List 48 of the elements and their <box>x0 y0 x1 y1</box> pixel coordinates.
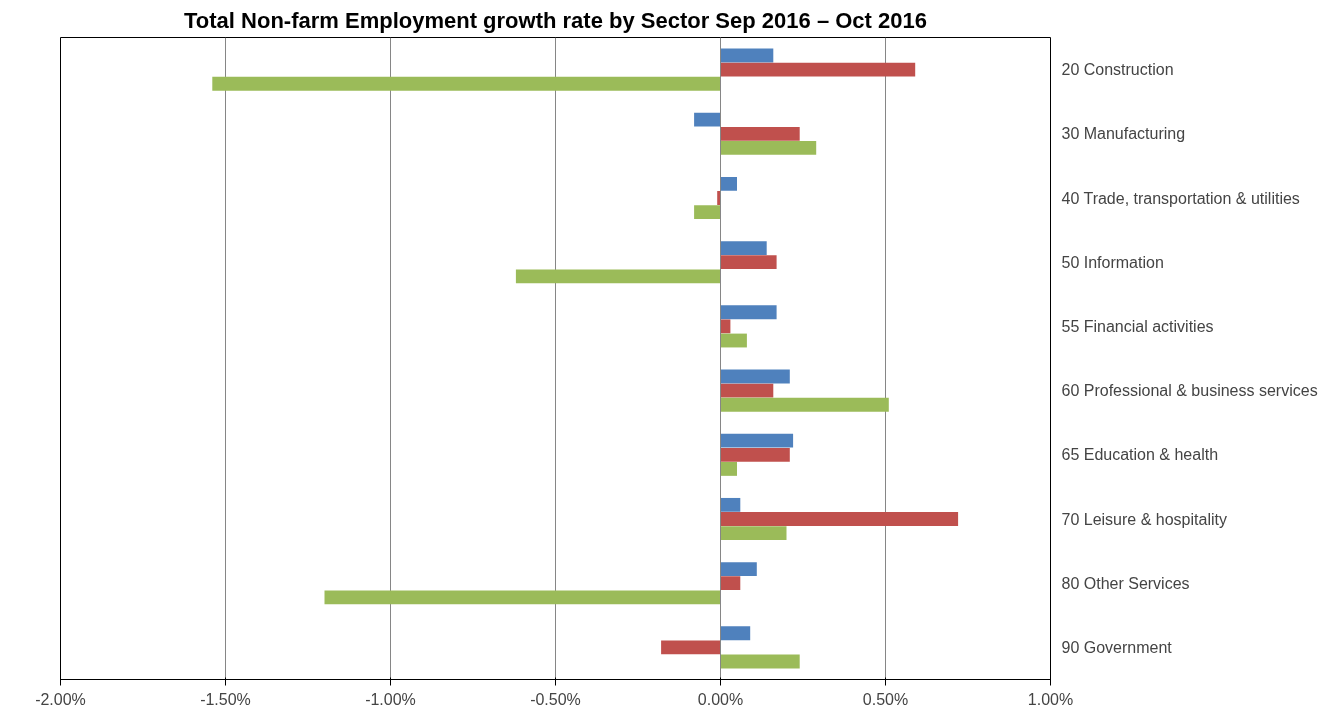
bar <box>720 526 787 541</box>
y-tick-label: 40 Trade, transportation & utilities <box>1061 189 1300 207</box>
bar <box>720 141 817 155</box>
x-tick-label: 0.00% <box>697 690 744 708</box>
x-tick-label: -1.50% <box>200 690 251 708</box>
bar <box>720 383 774 398</box>
chart-title: Total Non-farm Employment growth rate by Sector Sep 2016 – Oct 2016 <box>184 7 927 33</box>
y-tick-label: 65 Education & health <box>1061 446 1219 464</box>
bar <box>515 269 721 284</box>
y-tick-label: 70 Leisure & hospitality <box>1061 510 1227 528</box>
bar <box>720 576 741 591</box>
y-tick-label: 20 Construction <box>1061 61 1174 79</box>
y-tick-label: 60 Professional & business services <box>1061 382 1318 400</box>
y-tick-label: 55 Financial activities <box>1061 317 1214 335</box>
bar <box>720 512 959 526</box>
bar <box>720 654 800 669</box>
y-tick-label: 80 Other Services <box>1061 574 1190 592</box>
bar <box>720 241 767 255</box>
x-tick-label: 1.00% <box>1027 690 1074 708</box>
bar <box>720 462 737 476</box>
x-tick-label: -0.50% <box>530 690 581 708</box>
bar <box>720 126 800 141</box>
bar <box>720 255 777 270</box>
bar <box>717 191 721 205</box>
bar <box>720 333 747 348</box>
bar <box>720 176 737 191</box>
y-tick-label: 50 Information <box>1061 253 1164 271</box>
bar <box>720 397 889 412</box>
x-tick-label: -2.00% <box>35 690 86 708</box>
bar <box>720 497 741 512</box>
bar <box>720 369 790 384</box>
y-tick-label: 90 Government <box>1061 638 1173 656</box>
bar <box>324 590 721 605</box>
y-tick-label: 30 Manufacturing <box>1061 125 1186 143</box>
bar <box>720 626 751 641</box>
x-tick-label: 0.50% <box>862 690 909 708</box>
bar <box>720 433 794 448</box>
bar <box>720 305 777 320</box>
bar <box>694 112 721 127</box>
x-tick-label: -1.00% <box>365 690 416 708</box>
bar <box>720 48 774 63</box>
bar <box>720 319 731 334</box>
bar <box>720 62 916 77</box>
bar <box>694 205 721 220</box>
bar <box>212 76 721 91</box>
bar <box>720 447 790 462</box>
bar <box>720 562 757 576</box>
bar <box>661 640 721 655</box>
